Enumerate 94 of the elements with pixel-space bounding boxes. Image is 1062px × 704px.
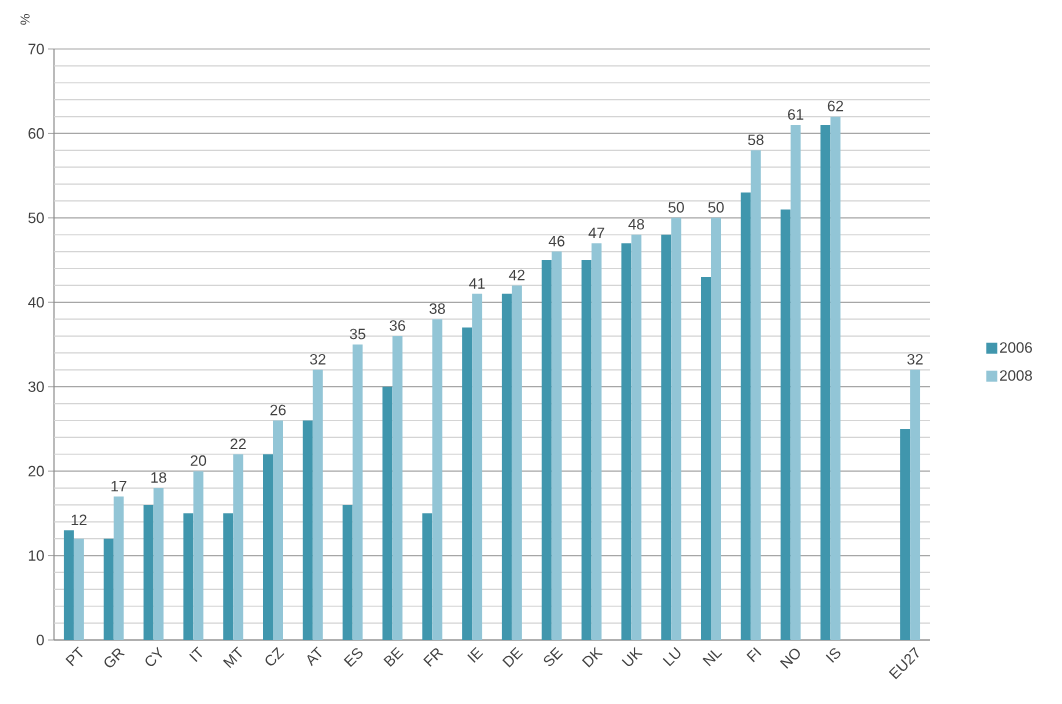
- data-label: 47: [588, 227, 605, 238]
- y-tick-label: 10: [28, 550, 44, 561]
- data-label: 35: [349, 328, 366, 340]
- bar: [750, 150, 761, 640]
- x-tick-label: IE: [467, 646, 484, 663]
- x-tick-label: CZ: [265, 646, 285, 666]
- x-tick-label: GR: [104, 648, 125, 668]
- x-tick-label: IS: [825, 648, 841, 663]
- x-tick-label: IT: [189, 646, 203, 663]
- bar: [591, 243, 602, 640]
- bar: [551, 251, 562, 640]
- data-label: 61: [788, 109, 804, 120]
- data-label: 26: [270, 404, 286, 416]
- data-label: 62: [827, 100, 844, 112]
- bar: [621, 243, 632, 640]
- bar: [63, 530, 74, 640]
- y-axis-title: %: [20, 14, 30, 25]
- data-label: 38: [429, 303, 445, 314]
- bar: [661, 234, 672, 640]
- data-label: 48: [628, 218, 645, 230]
- bar: [701, 276, 712, 640]
- bar: [183, 513, 194, 640]
- bar: [113, 496, 124, 640]
- x-tick-label: NL: [702, 650, 723, 667]
- bar: [790, 124, 801, 640]
- bar: [910, 369, 921, 640]
- bar: [302, 420, 313, 640]
- x-tick-label: MT: [222, 646, 242, 669]
- bar: [711, 217, 722, 640]
- y-tick-label: 70: [28, 43, 44, 55]
- data-label: 41: [469, 278, 485, 289]
- data-label: 42: [508, 269, 525, 281]
- bar: [103, 538, 114, 640]
- bar: [273, 420, 283, 640]
- bar: [233, 454, 244, 640]
- bar: [462, 327, 473, 640]
- data-label: 32: [310, 354, 326, 365]
- x-tick-label: DK: [581, 646, 603, 668]
- bar: [501, 293, 512, 640]
- bar: [153, 488, 164, 640]
- x-tick-label: LU: [662, 647, 681, 667]
- bar: [193, 471, 204, 640]
- y-tick-label: 20: [28, 465, 44, 477]
- x-tick-label: DE: [502, 646, 523, 668]
- y-tick-label: 50: [28, 212, 44, 224]
- y-tick-label: 40: [28, 296, 44, 308]
- y-tick-label: 60: [28, 128, 44, 139]
- x-tick-label: BE: [383, 646, 404, 667]
- bar: [382, 386, 393, 640]
- bar: [671, 217, 682, 640]
- data-label: 17: [111, 480, 127, 492]
- x-tick-label: FI: [746, 647, 762, 663]
- bar: [541, 260, 552, 640]
- data-label: 58: [748, 134, 764, 146]
- bar: [223, 513, 234, 640]
- y-tick-label: 30: [28, 381, 44, 393]
- data-label: 32: [907, 354, 923, 365]
- data-label: 50: [668, 202, 684, 213]
- y-tick-label: 0: [36, 634, 44, 646]
- bar: [780, 209, 791, 640]
- data-label: 22: [230, 438, 246, 450]
- legend-label: 2006: [1000, 342, 1032, 353]
- bar: [312, 369, 323, 640]
- bar: [143, 504, 154, 640]
- data-label: 50: [708, 202, 724, 213]
- bar: [472, 293, 483, 640]
- bar: [422, 513, 433, 640]
- data-label: 20: [190, 455, 207, 466]
- bar: [900, 428, 911, 640]
- bar: [820, 124, 831, 640]
- x-tick-label: SE: [543, 647, 563, 667]
- bar: [511, 285, 522, 640]
- bar: [392, 336, 403, 640]
- bar: [631, 234, 642, 640]
- bar: [342, 504, 353, 640]
- data-label: 36: [389, 320, 406, 331]
- bar: [263, 454, 274, 640]
- legend-label: 2008: [1000, 370, 1032, 381]
- x-tick-label: FR: [423, 648, 444, 667]
- x-tick-label: ES: [343, 648, 363, 667]
- x-tick-label: CY: [145, 646, 163, 667]
- x-tick-label: NO: [779, 648, 800, 669]
- data-label: 46: [548, 235, 565, 247]
- bar: [830, 116, 841, 640]
- bar: [581, 260, 592, 640]
- bar: [740, 192, 751, 640]
- data-label: 18: [151, 472, 167, 483]
- data-label: 12: [71, 514, 87, 526]
- x-tick-label: PT: [65, 646, 83, 667]
- bar: [432, 319, 443, 640]
- bar: [352, 344, 363, 640]
- bar: [73, 538, 84, 640]
- x-tick-label: UK: [621, 646, 643, 667]
- x-tick-label: AT: [307, 646, 322, 667]
